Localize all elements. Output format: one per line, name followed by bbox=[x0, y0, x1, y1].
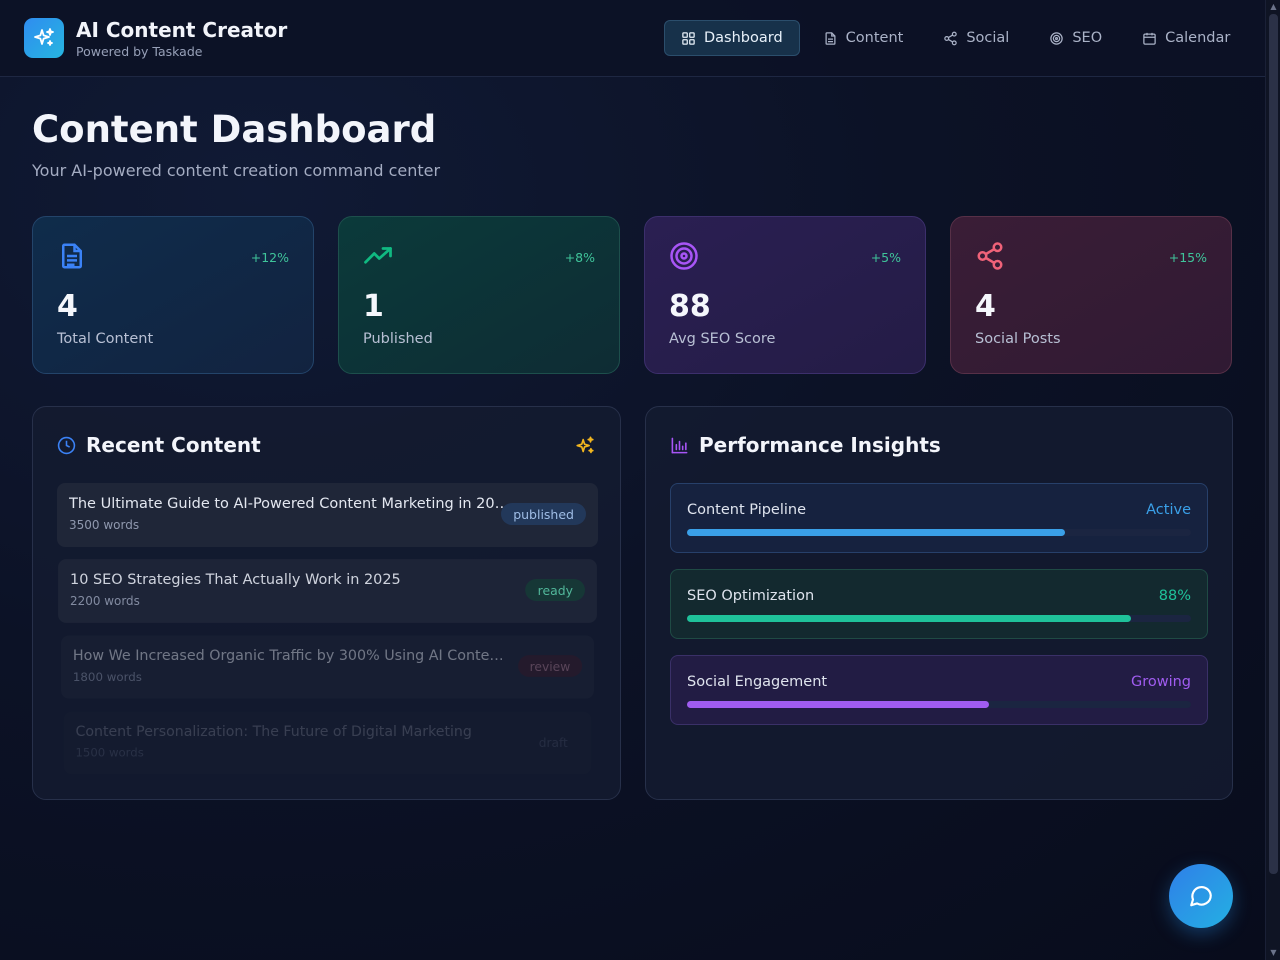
share-icon bbox=[944, 31, 958, 45]
panel-header: Recent Content bbox=[57, 433, 261, 457]
word-count: 1500 words bbox=[75, 745, 144, 760]
stat-delta: +5% bbox=[870, 250, 901, 265]
nav-calendar[interactable]: Calendar bbox=[1125, 20, 1247, 56]
stat-value: 88 bbox=[669, 289, 711, 324]
sparkles-icon[interactable] bbox=[574, 435, 596, 457]
scroll-up-arrow[interactable]: ▲ bbox=[1270, 2, 1277, 11]
scroll-thumb[interactable] bbox=[1269, 14, 1278, 874]
status-badge: review bbox=[517, 655, 583, 677]
stat-delta: +8% bbox=[564, 250, 595, 265]
insight-seo-optimization: SEO Optimization 88% bbox=[670, 569, 1208, 639]
bar-chart-icon bbox=[671, 437, 688, 453]
insight-value: Active bbox=[1146, 502, 1191, 518]
nav-label: SEO bbox=[1072, 30, 1103, 46]
word-count: 2200 words bbox=[70, 593, 140, 608]
nav-label: Dashboard bbox=[704, 30, 783, 46]
content-title: The Ultimate Guide to AI-Powered Content… bbox=[69, 496, 511, 512]
nav-social[interactable]: Social bbox=[926, 20, 1026, 56]
scrollbar[interactable]: ▲ ▼ bbox=[1265, 0, 1280, 960]
performance-insights-panel: Performance Insights Content Pipeline Ac… bbox=[645, 406, 1233, 800]
word-count: 3500 words bbox=[69, 518, 140, 532]
insight-value: Growing bbox=[1130, 674, 1191, 690]
stat-card-social-posts: +15% 4 Social Posts bbox=[950, 216, 1232, 374]
insight-label: SEO Optimization bbox=[687, 588, 815, 604]
target-icon bbox=[670, 242, 698, 270]
insight-content-pipeline: Content Pipeline Active bbox=[670, 483, 1208, 553]
stat-label: Published bbox=[363, 331, 433, 347]
stat-label: Avg SEO Score bbox=[669, 331, 776, 347]
app-subtitle: Powered by Taskade bbox=[76, 44, 203, 59]
content-title: 10 SEO Strategies That Actually Work in … bbox=[70, 572, 401, 589]
content-list: The Ultimate Guide to AI-Powered Content… bbox=[57, 483, 598, 787]
insight-label: Social Engagement bbox=[687, 674, 828, 690]
list-item[interactable]: Content Personalization: The Future of D… bbox=[63, 711, 592, 775]
page-subtitle: Your AI-powered content creation command… bbox=[32, 161, 441, 180]
nav-seo[interactable]: SEO bbox=[1032, 20, 1119, 56]
document-icon bbox=[62, 243, 82, 269]
stat-delta: +15% bbox=[1168, 250, 1207, 265]
list-item[interactable]: How We Increased Organic Traffic by 300%… bbox=[61, 635, 594, 699]
insights-list: Content Pipeline Active SEO Optimization… bbox=[670, 483, 1208, 741]
stats-row: +12% 4 Total Content +8% 1 Published +5%… bbox=[32, 216, 1232, 374]
nav-label: Content bbox=[845, 30, 904, 46]
document-icon bbox=[825, 31, 836, 45]
status-badge: ready bbox=[525, 579, 585, 601]
nav-content[interactable]: Content bbox=[806, 20, 921, 56]
page-title: Content Dashboard bbox=[32, 108, 437, 151]
panel-header: Performance Insights bbox=[670, 433, 941, 457]
app-title: AI Content Creator bbox=[76, 18, 288, 42]
top-header: AI Content Creator Powered by Taskade Da… bbox=[0, 0, 1265, 77]
stat-card-seo-score: +5% 88 Avg SEO Score bbox=[644, 216, 926, 374]
content-title: How We Increased Organic Traffic by 300%… bbox=[72, 648, 509, 665]
insight-label: Content Pipeline bbox=[687, 502, 807, 518]
panel-title: Performance Insights bbox=[699, 433, 941, 457]
content-title: Content Personalization: The Future of D… bbox=[75, 724, 472, 741]
stat-label: Total Content bbox=[57, 331, 154, 347]
panel-title: Recent Content bbox=[86, 433, 261, 457]
chat-icon bbox=[1190, 886, 1212, 907]
progress-track bbox=[687, 615, 1191, 622]
progress-track bbox=[687, 701, 1191, 708]
clock-icon bbox=[57, 436, 76, 454]
stat-delta: +12% bbox=[250, 250, 289, 265]
list-item[interactable]: The Ultimate Guide to AI-Powered Content… bbox=[57, 483, 598, 547]
scroll-down-arrow[interactable]: ▼ bbox=[1270, 948, 1277, 957]
progress-fill bbox=[687, 615, 1131, 622]
stat-value: 1 bbox=[363, 289, 384, 324]
nav-label: Calendar bbox=[1165, 30, 1231, 46]
chat-button[interactable] bbox=[1169, 864, 1233, 928]
nav-label: Social bbox=[966, 30, 1010, 46]
insight-value: 88% bbox=[1158, 588, 1191, 604]
nav-dashboard[interactable]: Dashboard bbox=[664, 20, 800, 56]
dashboard-icon bbox=[682, 31, 695, 45]
list-item[interactable]: 10 SEO Strategies That Actually Work in … bbox=[58, 559, 597, 623]
calendar-icon bbox=[1143, 32, 1156, 45]
recent-content-panel: Recent Content The Ultimate Guide to AI-… bbox=[32, 406, 621, 800]
stat-value: 4 bbox=[975, 289, 996, 324]
logo[interactable] bbox=[24, 18, 64, 58]
progress-fill bbox=[687, 701, 990, 708]
trending-up-icon bbox=[364, 247, 392, 264]
stat-card-published: +8% 1 Published bbox=[338, 216, 620, 374]
stat-value: 4 bbox=[57, 289, 78, 324]
main-nav: Dashboard Content Social SEO Calendar bbox=[664, 20, 1247, 56]
share-icon bbox=[977, 242, 1003, 270]
status-badge: draft bbox=[538, 734, 568, 750]
insight-social-engagement: Social Engagement Growing bbox=[670, 655, 1208, 725]
stat-card-total-content: +12% 4 Total Content bbox=[32, 216, 314, 374]
target-icon bbox=[1050, 31, 1064, 45]
progress-track bbox=[687, 529, 1191, 536]
sparkles-icon bbox=[34, 28, 54, 46]
progress-fill bbox=[687, 529, 1065, 536]
status-badge: published bbox=[501, 503, 586, 525]
stat-label: Social Posts bbox=[975, 331, 1061, 347]
word-count: 1800 words bbox=[72, 669, 142, 684]
